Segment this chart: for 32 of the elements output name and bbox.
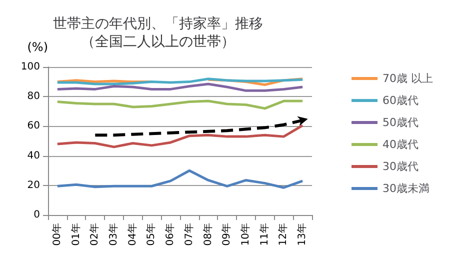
y-tick-label: 60 — [27, 120, 40, 132]
chart-title: 世帯主の年代別、「持家率」推移 — [53, 16, 263, 32]
y-tick-label: 20 — [27, 180, 40, 191]
y-tick-label: 80 — [27, 91, 40, 102]
x-tick-label: 10年 — [240, 223, 252, 246]
x-tick-label: 00年 — [50, 223, 63, 246]
x-tick-label: 05年 — [145, 223, 158, 246]
legend-label: 60歳代 — [382, 94, 419, 107]
x-tick-label: 09年 — [220, 223, 233, 246]
legend-label: 70歳 以上 — [382, 72, 434, 85]
x-tick-label: 13年 — [296, 223, 308, 246]
x-tick-label: 04年 — [126, 223, 138, 246]
y-tick-label: 0 — [34, 210, 40, 220]
y-axis-title: (%) — [27, 40, 48, 54]
x-tick-label: 08年 — [202, 223, 214, 246]
x-tick-label: 01年 — [70, 223, 82, 246]
line-series — [56, 82, 304, 92]
x-tick-label: 06年 — [164, 223, 176, 246]
x-tick-label: 03年 — [108, 223, 120, 246]
y-tick-label: 100 — [20, 62, 40, 72]
legend-label: 50歳代 — [382, 116, 419, 129]
line-series — [56, 100, 304, 110]
x-tick-label: 12年 — [277, 223, 290, 246]
legend-label: 30歳未満 — [382, 182, 430, 195]
line-series — [56, 169, 304, 189]
legend-label: 30歳代 — [382, 160, 419, 173]
x-tick-label: 11年 — [258, 223, 270, 246]
x-tick-label: 07年 — [182, 223, 195, 246]
legend-label: 40歳代 — [382, 138, 419, 151]
chart-subtitle: （全国二人以上の世帯） — [81, 34, 235, 50]
y-tick-label: 40 — [27, 150, 40, 162]
x-tick-label: 02年 — [88, 223, 101, 246]
